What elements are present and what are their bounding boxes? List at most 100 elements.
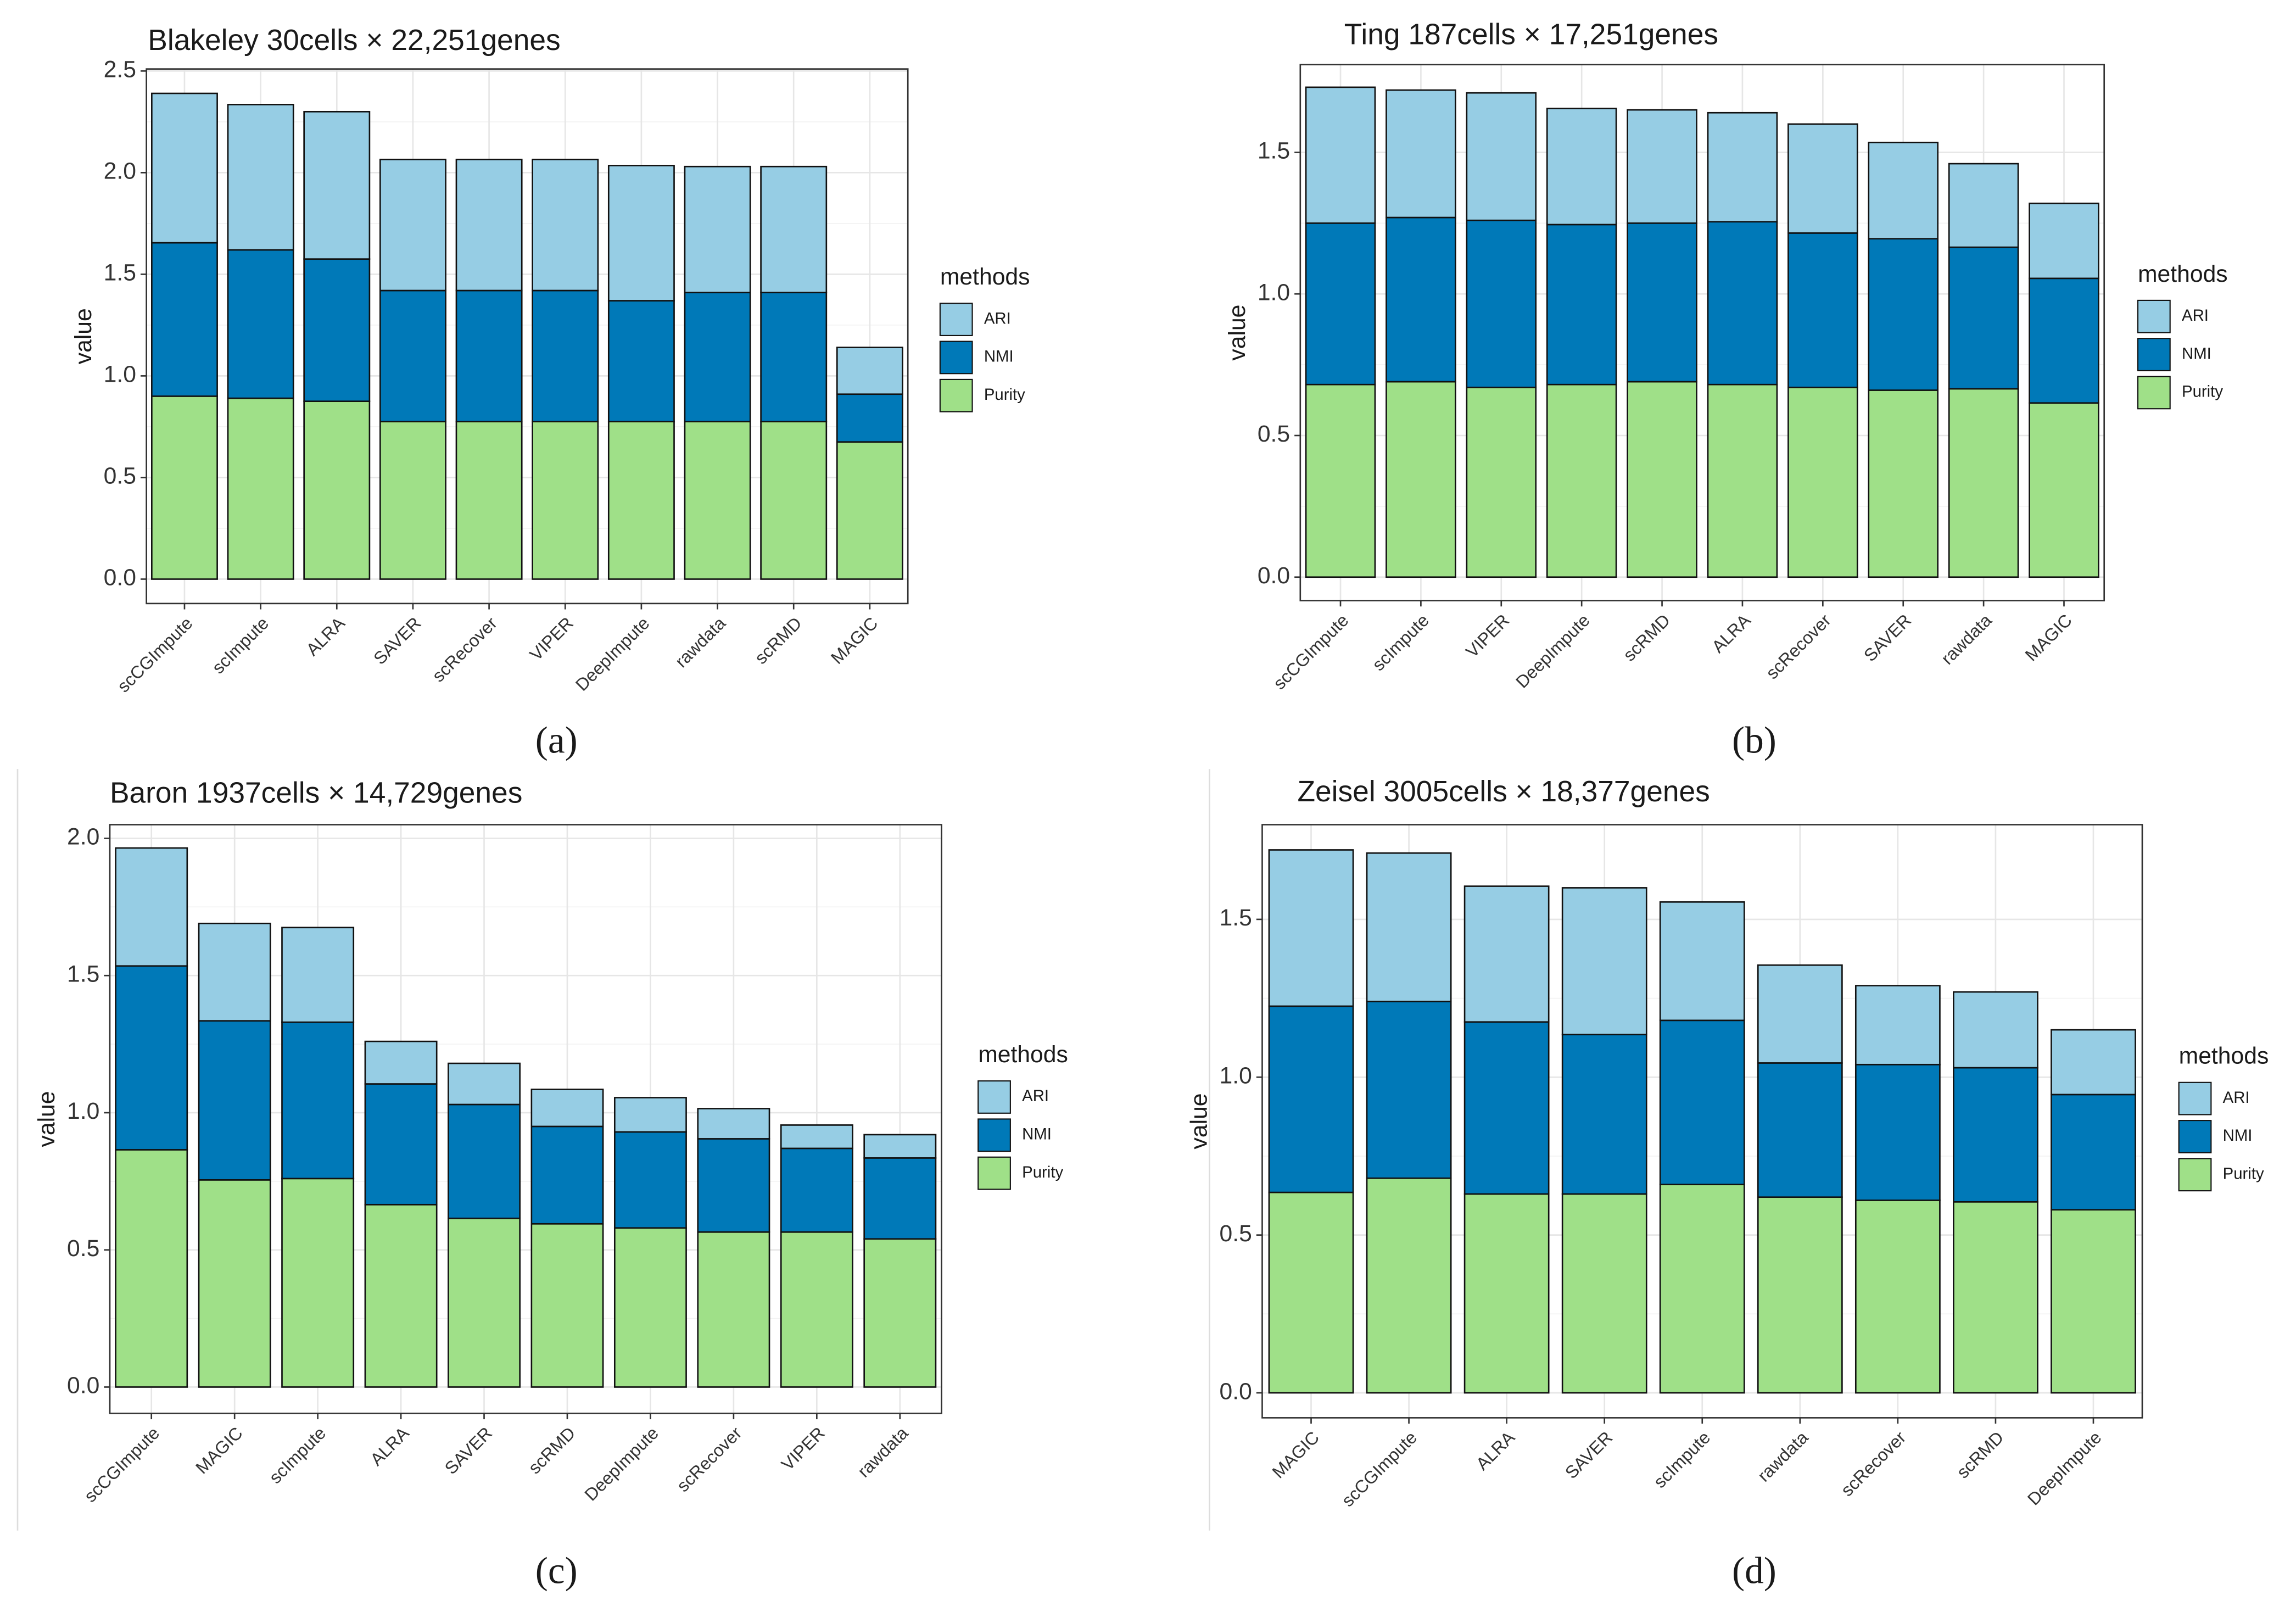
bar-segment [2029, 402, 2099, 578]
x-tick-label: scCGImpute [80, 1423, 163, 1506]
plot-border [109, 824, 942, 1414]
bar-segment [697, 1231, 770, 1388]
bar-segment [2029, 277, 2099, 404]
x-tick-label: scImpute [1650, 1427, 1714, 1492]
panel-caption: (a) [535, 719, 578, 761]
x-tick-label: scRecover [1837, 1427, 1910, 1500]
y-axis-label: value [33, 1091, 60, 1147]
x-tick-label: scRMD [1619, 610, 1674, 665]
x-tick-label: scRecover [673, 1423, 746, 1496]
legend-title: methods [940, 264, 1030, 290]
bar-segment [379, 158, 446, 292]
bar-segment [532, 158, 599, 292]
bar-segment [1948, 388, 2019, 578]
bar-segment [1757, 1062, 1843, 1198]
panel-caption: (b) [1732, 719, 1777, 761]
bar-segment [2051, 1094, 2136, 1210]
bar-segment [115, 965, 188, 1151]
bar-segment [1627, 222, 1697, 383]
bar-segment [684, 421, 751, 580]
legend-swatch [2137, 338, 2171, 371]
bar-segment [1868, 142, 1939, 239]
bar-segment [1466, 386, 1537, 578]
legend-label: ARI [2182, 306, 2209, 325]
x-tick-label: SAVER [370, 613, 424, 668]
legend-swatch [939, 303, 973, 336]
bar-segment [1463, 885, 1550, 1023]
x-tick-label: scImpute [265, 1423, 329, 1487]
bar-segment [281, 1021, 355, 1180]
chart-title: Ting 187cells × 17,251genes [1344, 18, 1718, 51]
bar-segment [303, 258, 371, 402]
x-tick-label: scImpute [208, 613, 272, 677]
y-tick-label: 0.5 [1220, 1220, 1252, 1247]
x-tick-label: ALRA [302, 613, 349, 660]
y-tick-label: 2.5 [104, 57, 136, 83]
bar-segment [1386, 381, 1456, 578]
x-tick-label: VIPER [778, 1423, 829, 1474]
bar-segment [281, 927, 355, 1023]
legend-title: methods [2138, 261, 2228, 287]
y-tick-label: 0.0 [104, 565, 136, 591]
x-tick-label: rawdata [1753, 1427, 1812, 1486]
bar-segment [455, 158, 523, 292]
legend-label: Purity [2182, 383, 2223, 401]
legend-swatch [939, 341, 973, 375]
y-tick-label: 1.5 [1220, 905, 1252, 931]
y-tick-label: 1.5 [1258, 138, 1290, 164]
legend-label: NMI [1022, 1125, 1052, 1143]
bar-segment [448, 1217, 521, 1388]
bar-segment [198, 1020, 271, 1181]
bar-segment [1659, 1184, 1745, 1394]
bar-segment [684, 292, 751, 422]
bar-segment [863, 1134, 937, 1159]
bar-segment [1366, 1177, 1452, 1394]
legend-swatch [2178, 1081, 2212, 1115]
x-tick-label: MAGIC [2021, 610, 2076, 665]
y-tick-label: 0.0 [67, 1373, 99, 1399]
legend-title: methods [978, 1041, 1068, 1068]
bar-segment [607, 300, 675, 422]
legend-label: NMI [984, 348, 1014, 366]
y-tick-label: 0.5 [67, 1235, 99, 1262]
chart-title: Blakeley 30cells × 22,251genes [148, 24, 560, 57]
y-tick-label: 0.5 [1258, 421, 1290, 447]
y-tick-label: 0.0 [1258, 562, 1290, 589]
bar-segment [227, 397, 294, 580]
legend-swatch [977, 1118, 1011, 1152]
legend-label: ARI [2223, 1089, 2250, 1107]
bar-segment [1707, 111, 1778, 223]
x-tick-label: scRMD [1953, 1427, 2008, 1482]
bar-segment [530, 1223, 604, 1388]
plot-border [1261, 824, 2143, 1419]
bar-segment [760, 421, 828, 580]
x-tick-label: scRecover [1762, 610, 1835, 683]
legend-swatch [2178, 1120, 2212, 1153]
bar-segment [1561, 1193, 1647, 1394]
bar-segment [1627, 381, 1697, 578]
y-tick-label: 1.5 [67, 961, 99, 987]
bar-segment [364, 1083, 438, 1206]
bar-segment [1787, 386, 1858, 578]
x-tick-label: scImpute [1368, 610, 1433, 674]
bar-segment [1463, 1021, 1550, 1195]
x-tick-label: SAVER [441, 1423, 496, 1478]
x-tick-label: VIPER [526, 613, 577, 664]
x-tick-label: VIPER [1462, 610, 1513, 661]
bar-segment [281, 1178, 355, 1388]
bar-segment [530, 1089, 604, 1128]
bar-segment [1627, 109, 1697, 224]
bar-segment [2051, 1209, 2136, 1394]
bar-segment [1953, 991, 2038, 1069]
bar-segment [1466, 92, 1537, 221]
y-tick-label: 1.0 [1258, 279, 1290, 305]
legend-swatch [2178, 1158, 2212, 1192]
panel-caption: (d) [1732, 1549, 1777, 1592]
plot-border [146, 68, 909, 605]
bar-segment [151, 395, 218, 580]
bar-segment [1707, 221, 1778, 386]
x-tick-label: MAGIC [1269, 1427, 1323, 1482]
chart-panel: 0.0 0.5 1.0 1.5 scCGImpute scImpute VIPERDeepI… [1224, 18, 2228, 761]
bar-segment [1463, 1193, 1550, 1394]
